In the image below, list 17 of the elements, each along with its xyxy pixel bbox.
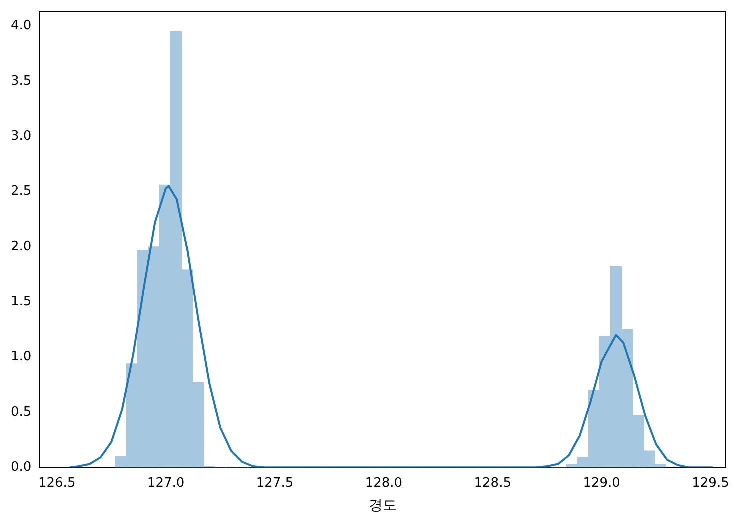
y-tick-label: 0.0 xyxy=(10,460,32,475)
x-tick-label: 127.0 xyxy=(147,476,185,491)
x-tick-label: 127.5 xyxy=(256,476,294,491)
y-tick-label: 3.0 xyxy=(10,129,32,144)
y-tick-label: 4.0 xyxy=(10,18,32,34)
x-tick-label: 128.0 xyxy=(365,476,403,491)
x-axis-title: 경도 xyxy=(368,498,397,514)
x-tick-label: 129.5 xyxy=(692,476,730,491)
y-tick-label: 1.5 xyxy=(10,294,32,310)
y-tick-label: 1.0 xyxy=(10,350,32,365)
y-tick-label: 2.5 xyxy=(10,184,32,200)
x-tick-label: 126.5 xyxy=(38,476,76,491)
x-tick-label: 128.5 xyxy=(474,476,512,491)
y-tick-label: 0.5 xyxy=(10,404,32,420)
y-tick-label: 2.0 xyxy=(10,239,32,254)
y-tick-label: 3.5 xyxy=(10,74,32,89)
x-tick-label: 129.0 xyxy=(583,476,620,491)
